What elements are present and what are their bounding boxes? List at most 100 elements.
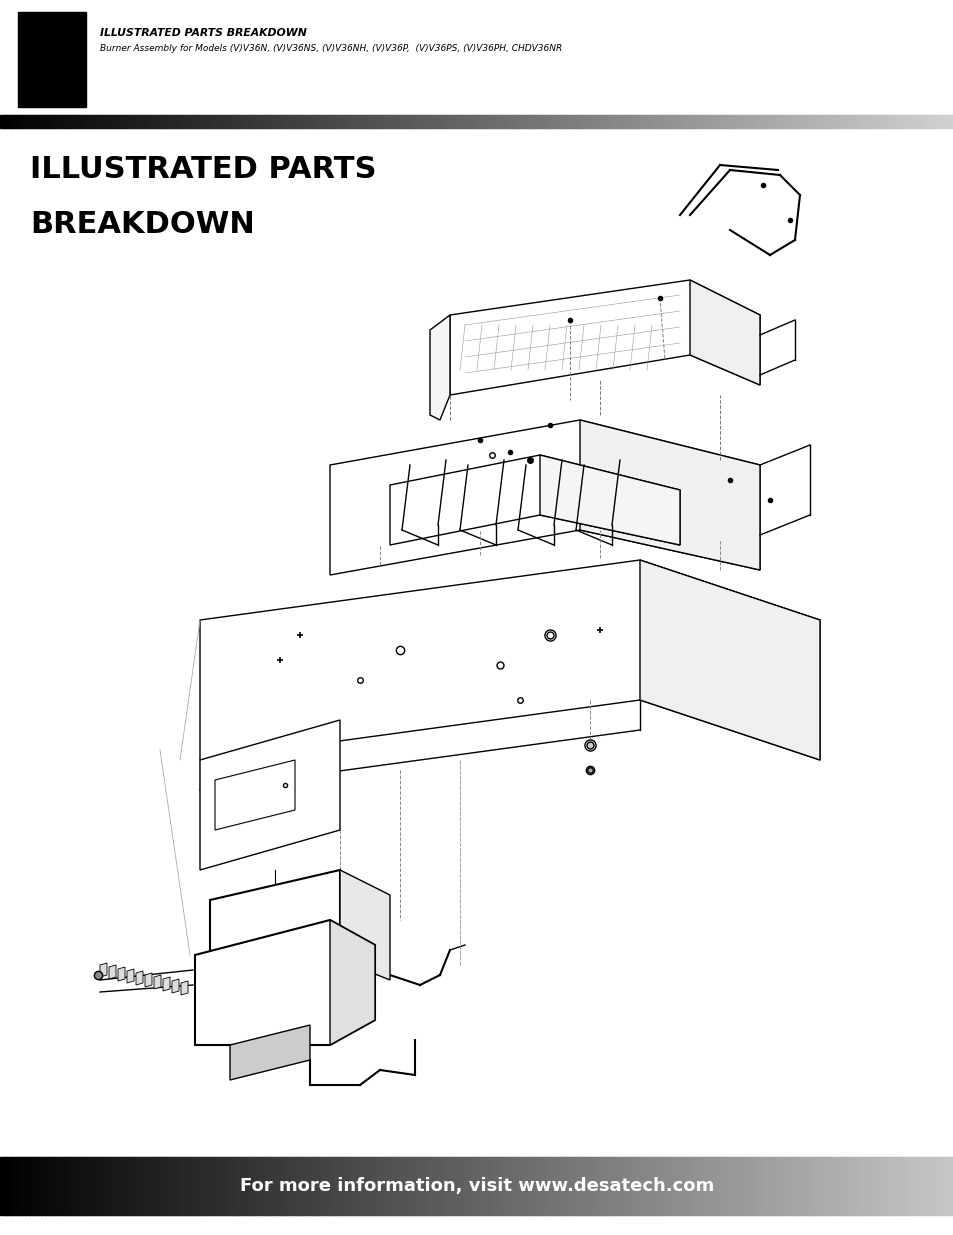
Bar xyxy=(48,115,51,128)
Bar xyxy=(686,115,690,128)
Bar xyxy=(483,1157,487,1215)
Bar xyxy=(286,115,290,128)
Bar xyxy=(184,115,189,128)
Bar xyxy=(283,115,287,128)
Bar xyxy=(927,115,932,128)
Bar xyxy=(803,1157,808,1215)
Bar xyxy=(95,1157,99,1215)
Bar xyxy=(159,1157,163,1215)
Bar xyxy=(896,115,900,128)
Bar xyxy=(502,115,506,128)
Bar xyxy=(531,1157,535,1215)
Bar xyxy=(457,115,461,128)
Bar xyxy=(60,1157,65,1215)
Bar xyxy=(540,115,544,128)
Bar xyxy=(112,115,115,128)
Bar xyxy=(140,115,144,128)
Bar xyxy=(553,115,557,128)
Bar xyxy=(641,1157,646,1215)
Bar xyxy=(746,115,751,128)
Bar xyxy=(324,1157,328,1215)
Bar xyxy=(648,115,652,128)
Bar xyxy=(372,115,375,128)
Bar xyxy=(762,1157,766,1215)
Bar xyxy=(927,1157,932,1215)
Bar xyxy=(460,115,465,128)
Bar xyxy=(543,1157,547,1215)
Bar xyxy=(489,1157,494,1215)
Bar xyxy=(254,1157,258,1215)
Bar xyxy=(274,115,277,128)
Bar xyxy=(381,1157,385,1215)
Bar xyxy=(893,1157,897,1215)
Bar xyxy=(565,115,570,128)
Bar xyxy=(340,1157,344,1215)
Bar xyxy=(419,115,423,128)
Bar xyxy=(12,1157,17,1215)
Polygon shape xyxy=(214,760,294,830)
Bar xyxy=(655,115,659,128)
Bar xyxy=(832,1157,837,1215)
Bar xyxy=(899,115,903,128)
Bar xyxy=(588,115,592,128)
Bar xyxy=(600,1157,604,1215)
Bar xyxy=(826,1157,830,1215)
Bar xyxy=(775,1157,780,1215)
Bar xyxy=(114,1157,118,1215)
Bar xyxy=(89,1157,93,1215)
Bar xyxy=(10,1157,13,1215)
Bar xyxy=(317,1157,322,1215)
Bar xyxy=(438,115,442,128)
Bar xyxy=(651,115,656,128)
Bar xyxy=(708,1157,713,1215)
Polygon shape xyxy=(339,869,390,981)
Bar xyxy=(727,115,732,128)
Bar xyxy=(235,115,239,128)
Bar xyxy=(641,115,646,128)
Bar xyxy=(375,115,379,128)
Bar xyxy=(200,1157,204,1215)
Bar xyxy=(18,12,86,107)
Bar xyxy=(67,115,71,128)
Bar xyxy=(899,1157,903,1215)
Bar xyxy=(213,1157,217,1215)
Bar xyxy=(864,1157,868,1215)
Bar xyxy=(257,115,261,128)
Bar xyxy=(343,1157,347,1215)
Bar xyxy=(312,115,315,128)
Bar xyxy=(743,1157,747,1215)
Bar xyxy=(470,1157,475,1215)
Bar xyxy=(248,115,252,128)
Bar xyxy=(508,115,513,128)
Bar xyxy=(931,1157,935,1215)
Bar xyxy=(432,115,436,128)
Bar xyxy=(575,115,579,128)
Bar xyxy=(45,115,49,128)
Bar xyxy=(658,115,661,128)
Bar xyxy=(133,1157,137,1215)
Bar xyxy=(791,1157,795,1215)
Bar xyxy=(289,1157,294,1215)
Bar xyxy=(436,115,439,128)
Bar xyxy=(658,1157,661,1215)
Bar xyxy=(724,115,728,128)
Bar xyxy=(226,1157,230,1215)
Bar xyxy=(479,1157,484,1215)
Bar xyxy=(594,115,598,128)
Bar xyxy=(210,115,213,128)
Bar xyxy=(686,1157,690,1215)
Bar xyxy=(559,1157,563,1215)
Text: ILLUSTRATED PARTS: ILLUSTRATED PARTS xyxy=(30,156,376,184)
Bar xyxy=(184,1157,189,1215)
Bar xyxy=(455,115,458,128)
Bar xyxy=(822,1157,827,1215)
Bar xyxy=(98,115,103,128)
Bar xyxy=(626,1157,630,1215)
Bar xyxy=(210,1157,213,1215)
Bar xyxy=(715,1157,719,1215)
Bar xyxy=(613,1157,618,1215)
Bar xyxy=(327,115,332,128)
Bar xyxy=(496,1157,499,1215)
Bar xyxy=(651,1157,656,1215)
Bar xyxy=(829,115,833,128)
